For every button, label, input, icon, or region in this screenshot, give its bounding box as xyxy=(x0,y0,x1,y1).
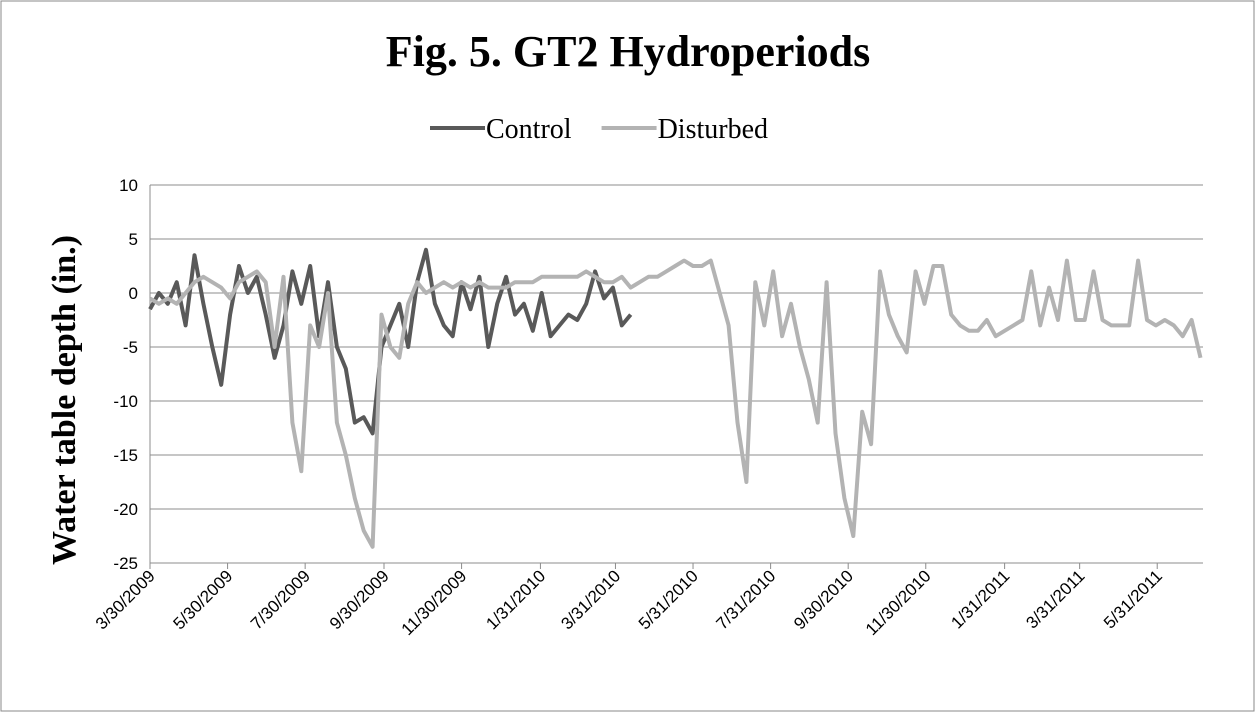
y-tick-label: 0 xyxy=(129,284,138,303)
y-tick-label: -15 xyxy=(113,446,138,465)
legend-label: Disturbed xyxy=(658,114,768,145)
series-line xyxy=(148,258,1203,549)
y-tick-label: 10 xyxy=(119,176,138,195)
y-tick-label: -20 xyxy=(113,500,138,519)
y-tick-label: -10 xyxy=(113,392,138,411)
legend-label: Control xyxy=(486,114,572,145)
series-line xyxy=(148,247,633,436)
y-axis-label: Water table depth (in.) xyxy=(46,235,83,565)
chart-title: Fig. 5. GT2 Hydroperiods xyxy=(386,27,870,76)
y-tick-label: -25 xyxy=(113,554,138,573)
y-tick-label: -5 xyxy=(123,338,138,357)
y-tick-label: 5 xyxy=(129,230,138,249)
